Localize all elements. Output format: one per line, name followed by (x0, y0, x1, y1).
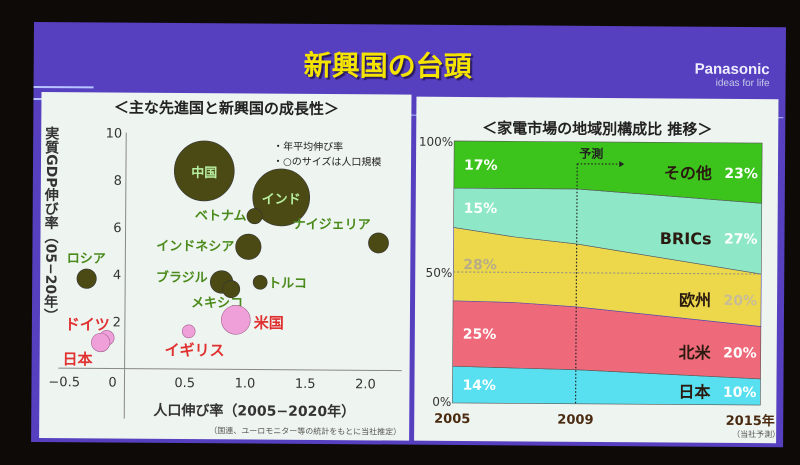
area-series-4 (453, 140, 763, 204)
growth-scatter-panel: ＜主な先進国と新興国の成長性＞ 2 4 6 8 10 −0.5 0 0.5 1.0 1.5 2.0 人口… (39, 92, 412, 441)
series-name: 北米 (679, 343, 712, 362)
bubble-2 (246, 208, 263, 225)
bubble-label: ロシア (67, 252, 106, 267)
bubble-3 (235, 233, 262, 260)
x-tick-label: 2015年 (726, 413, 775, 429)
series-end-label: 20% (723, 293, 757, 309)
source-note: （国連、ユーロモニター等の統計をもとに当社推定） (209, 425, 401, 436)
bubble-7 (222, 280, 241, 299)
bubble-0 (174, 140, 235, 202)
x-note: （当社予測） (732, 429, 778, 439)
y-tick-label: 50% (426, 266, 453, 280)
series-start-label: 14% (462, 378, 496, 394)
bubble-label: インドネシア (156, 239, 234, 255)
bubble-label: 中国 (191, 165, 217, 181)
series-end-label: 20% (723, 345, 757, 361)
chart-title: ＜主な先進国と新興国の成長性＞ (114, 99, 339, 119)
bubble-label: 米国 (254, 314, 284, 332)
bubble-10 (181, 324, 196, 339)
y-axis (123, 132, 127, 419)
y-tick-label: 4 (113, 268, 121, 283)
bubble-9 (221, 305, 251, 335)
series-end-label: 27% (724, 231, 758, 247)
series-end-label: 23% (724, 166, 758, 182)
chart-note: ・年平均伸び率 (273, 140, 343, 153)
forecast-label: 予測 (579, 146, 603, 161)
y-axis-label: 実質GDP伸び率（05−20年） (42, 125, 60, 322)
series-name: その他 (664, 164, 712, 183)
series-start-label: 28% (463, 257, 497, 273)
slide-title: 新興国の台頭 (303, 48, 472, 84)
bubble-1 (252, 168, 311, 227)
market-share-area-chart: ＜家電市場の地域別構成比 推移＞ 14% 10% 日本 25% 20% 北米 28% 20% 欧州… (419, 119, 780, 439)
bubble-label: ブラジル (156, 270, 208, 286)
bubble-label: トルコ (268, 276, 307, 291)
logo-tagline: ideas for life (715, 77, 770, 90)
x-tick-label: 1.0 (235, 376, 256, 391)
forecast-divider (574, 163, 578, 404)
series-name: BRICs (660, 229, 712, 248)
bubble-label: イギリス (165, 341, 225, 359)
x-axis (58, 367, 402, 372)
y-tick-label: 2 (113, 315, 121, 330)
x-tick-label: 2009 (557, 413, 593, 428)
forecast-arrowhead-icon (619, 161, 625, 168)
bubble-label: ナイジェリア (293, 217, 371, 233)
gridline-50 (453, 271, 762, 275)
y-tick-label: 100% (419, 135, 453, 149)
panasonic-logo: Panasonic ideas for life (695, 61, 770, 90)
bubble-label: ドイツ (65, 316, 110, 334)
x-tick-label: 2005 (434, 412, 470, 427)
x-tick-label: −0.5 (48, 375, 80, 390)
bubble-8 (252, 274, 268, 290)
series-end-label: 10% (723, 385, 757, 401)
market-share-panel: ＜家電市場の地域別構成比 推移＞ 14% 10% 日本 25% 20% 北米 28% 20% 欧州… (414, 96, 780, 444)
y-tick-label: 10 (106, 127, 123, 142)
y-tick-label: 0% (432, 395, 451, 409)
slide: 新興国の台頭 Panasonic ideas for life ＜主な先進国と新… (31, 22, 786, 448)
x-tick-label: 2.0 (355, 377, 376, 392)
y-tick-label: 8 (114, 174, 122, 189)
bubble-4 (368, 232, 389, 254)
chart-note: ・○のサイズは人口規模 (273, 155, 382, 169)
y-tick-label: 6 (113, 221, 121, 236)
series-start-label: 15% (464, 201, 498, 217)
bubble-label: インド (262, 192, 301, 207)
series-start-label: 25% (463, 327, 497, 343)
logo-brand: Panasonic (694, 60, 770, 79)
series-start-label: 17% (464, 158, 498, 174)
bubble-5 (76, 268, 97, 289)
bubble-label: ベトナム (195, 209, 247, 224)
series-name: 欧州 (679, 291, 711, 310)
x-tick-label: 0 (108, 376, 116, 391)
bubble-label: 日本 (62, 350, 92, 368)
chart-title: ＜家電市場の地域別構成比 推移＞ (482, 119, 712, 139)
x-axis-label: 人口伸び率（2005−2020年） (153, 402, 355, 420)
x-tick-label: 0.5 (174, 376, 195, 391)
decor-line (33, 85, 94, 89)
series-name: 日本 (678, 382, 710, 401)
x-tick-label: 1.5 (295, 377, 316, 392)
bubble-12 (91, 332, 111, 353)
growth-scatter-chart: ＜主な先進国と新興国の成長性＞ 2 4 6 8 10 −0.5 0 0.5 1.0 1.5 2.0人口… (42, 99, 402, 437)
